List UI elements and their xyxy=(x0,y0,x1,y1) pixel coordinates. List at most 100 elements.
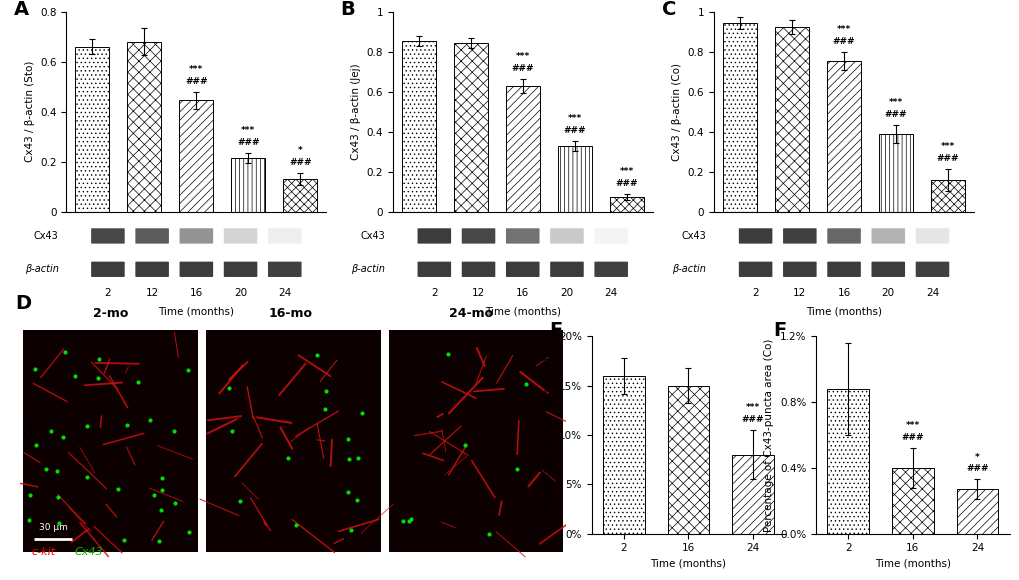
Bar xyxy=(891,468,933,534)
Bar xyxy=(826,389,868,534)
FancyBboxPatch shape xyxy=(783,262,816,277)
Text: 24: 24 xyxy=(925,288,938,298)
FancyBboxPatch shape xyxy=(915,262,949,277)
Text: Co: Co xyxy=(23,422,36,440)
Y-axis label: Percentage of c-kit⁺ area (Co): Percentage of c-kit⁺ area (Co) xyxy=(543,357,552,513)
FancyBboxPatch shape xyxy=(179,262,213,277)
Text: Cx43: Cx43 xyxy=(360,231,384,241)
Text: F: F xyxy=(772,321,786,340)
Bar xyxy=(878,133,912,212)
FancyBboxPatch shape xyxy=(462,262,495,277)
Text: B: B xyxy=(340,0,355,19)
Text: 20: 20 xyxy=(559,288,573,298)
Bar xyxy=(722,23,756,212)
Text: ###: ### xyxy=(562,126,586,135)
Y-axis label: Cx43 / β-actin (Sto): Cx43 / β-actin (Sto) xyxy=(24,61,35,162)
Bar xyxy=(956,489,998,534)
FancyBboxPatch shape xyxy=(223,262,257,277)
Text: 2: 2 xyxy=(752,288,758,298)
Text: 12: 12 xyxy=(146,288,159,298)
FancyBboxPatch shape xyxy=(549,262,583,277)
X-axis label: Time (months): Time (months) xyxy=(650,559,726,569)
Text: ***: *** xyxy=(516,52,529,61)
FancyBboxPatch shape xyxy=(738,262,771,277)
Bar xyxy=(127,42,161,212)
FancyBboxPatch shape xyxy=(136,262,169,277)
Text: C: C xyxy=(661,0,676,19)
Text: 2: 2 xyxy=(431,288,437,298)
FancyBboxPatch shape xyxy=(179,229,213,244)
Bar xyxy=(774,27,808,212)
Text: 12: 12 xyxy=(793,288,806,298)
Bar xyxy=(930,180,964,212)
Bar xyxy=(505,86,539,212)
Text: 24-mo: 24-mo xyxy=(448,307,492,320)
Text: ###: ### xyxy=(935,154,959,162)
FancyBboxPatch shape xyxy=(505,262,539,277)
Bar xyxy=(23,329,198,552)
Text: ***: *** xyxy=(620,166,633,176)
Text: Time (months): Time (months) xyxy=(484,307,560,317)
FancyBboxPatch shape xyxy=(870,262,904,277)
FancyBboxPatch shape xyxy=(505,229,539,244)
Text: Cx43: Cx43 xyxy=(34,231,58,241)
Text: c-kit: c-kit xyxy=(32,547,55,557)
Bar xyxy=(453,42,487,212)
Text: 20: 20 xyxy=(880,288,894,298)
Text: β-actin: β-actin xyxy=(672,264,705,274)
FancyBboxPatch shape xyxy=(91,262,124,277)
FancyBboxPatch shape xyxy=(417,229,450,244)
Text: 16-mo: 16-mo xyxy=(268,307,312,320)
Text: ***: *** xyxy=(568,114,581,122)
Text: E: E xyxy=(548,321,561,340)
Text: 2: 2 xyxy=(105,288,111,298)
Text: Cx43: Cx43 xyxy=(75,547,104,557)
Text: Cx43: Cx43 xyxy=(681,231,705,241)
FancyBboxPatch shape xyxy=(915,229,949,244)
Text: ***: *** xyxy=(745,403,759,412)
X-axis label: Time (months): Time (months) xyxy=(874,559,950,569)
Text: Time (months): Time (months) xyxy=(158,307,234,317)
Y-axis label: Cx43 / β-actin (Co): Cx43 / β-actin (Co) xyxy=(672,63,682,161)
Text: 16: 16 xyxy=(190,288,203,298)
FancyBboxPatch shape xyxy=(594,262,628,277)
Text: ###: ### xyxy=(832,37,855,46)
Text: ***: *** xyxy=(190,64,203,74)
Text: *: * xyxy=(974,452,979,462)
Bar xyxy=(283,179,317,212)
Text: 20: 20 xyxy=(233,288,247,298)
Text: Time (months): Time (months) xyxy=(805,307,881,317)
Text: ***: *** xyxy=(242,126,255,135)
FancyBboxPatch shape xyxy=(136,229,169,244)
Bar xyxy=(732,455,773,534)
Bar xyxy=(179,100,213,212)
Bar xyxy=(388,329,562,552)
Text: β-actin: β-actin xyxy=(24,264,58,274)
FancyBboxPatch shape xyxy=(870,229,904,244)
Text: ###: ### xyxy=(901,433,923,442)
Text: ###: ### xyxy=(883,110,907,119)
FancyBboxPatch shape xyxy=(91,229,124,244)
FancyBboxPatch shape xyxy=(738,229,771,244)
Text: ###: ### xyxy=(614,179,638,188)
Text: ###: ### xyxy=(236,138,260,147)
Text: A: A xyxy=(14,0,30,19)
Bar xyxy=(666,386,709,534)
Text: ###: ### xyxy=(511,64,534,72)
Text: 16: 16 xyxy=(516,288,529,298)
Bar xyxy=(75,46,109,212)
FancyBboxPatch shape xyxy=(826,262,860,277)
FancyBboxPatch shape xyxy=(549,229,583,244)
Bar xyxy=(401,41,435,212)
Text: ###: ### xyxy=(184,77,208,86)
Y-axis label: Percentage of Cx43-puncta area (Co): Percentage of Cx43-puncta area (Co) xyxy=(763,338,773,532)
FancyBboxPatch shape xyxy=(462,229,495,244)
Text: 12: 12 xyxy=(472,288,485,298)
Text: 16: 16 xyxy=(837,288,850,298)
FancyBboxPatch shape xyxy=(594,229,628,244)
Text: ###: ### xyxy=(288,158,312,167)
Text: D: D xyxy=(15,295,31,313)
Bar xyxy=(206,329,380,552)
Text: 2-mo: 2-mo xyxy=(93,307,128,320)
Bar xyxy=(557,146,591,212)
